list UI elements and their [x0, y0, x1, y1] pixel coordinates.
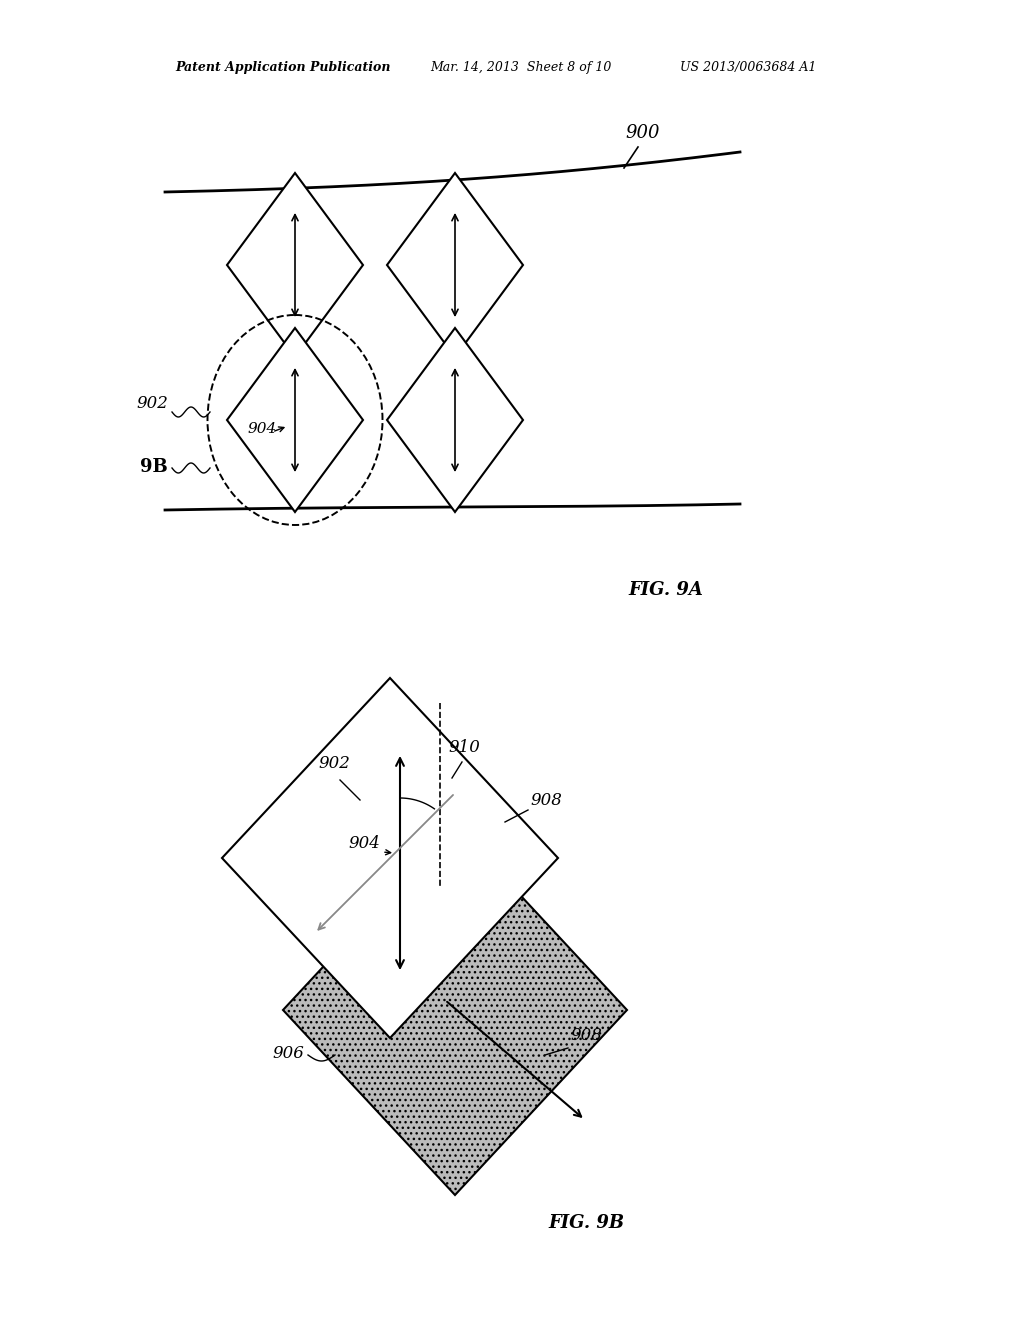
Polygon shape	[283, 825, 627, 1195]
Text: FIG. 9A: FIG. 9A	[628, 581, 702, 599]
Text: FIG. 9B: FIG. 9B	[548, 1214, 624, 1232]
Text: 9B: 9B	[140, 458, 168, 477]
Text: 910: 910	[449, 739, 480, 756]
Text: 900: 900	[625, 124, 659, 143]
Polygon shape	[222, 678, 558, 1038]
Polygon shape	[227, 173, 362, 356]
Text: 908: 908	[530, 792, 562, 809]
Text: US 2013/0063684 A1: US 2013/0063684 A1	[680, 62, 816, 74]
Text: Mar. 14, 2013  Sheet 8 of 10: Mar. 14, 2013 Sheet 8 of 10	[430, 62, 611, 74]
Text: 906: 906	[272, 1045, 304, 1063]
Polygon shape	[387, 327, 523, 512]
Text: 902: 902	[318, 755, 350, 772]
Text: 902: 902	[136, 395, 168, 412]
Text: 908: 908	[570, 1027, 602, 1044]
Polygon shape	[227, 327, 362, 512]
Text: 904: 904	[248, 422, 278, 436]
Polygon shape	[387, 173, 523, 356]
Text: Patent Application Publication: Patent Application Publication	[175, 62, 390, 74]
Text: 904: 904	[348, 836, 380, 851]
